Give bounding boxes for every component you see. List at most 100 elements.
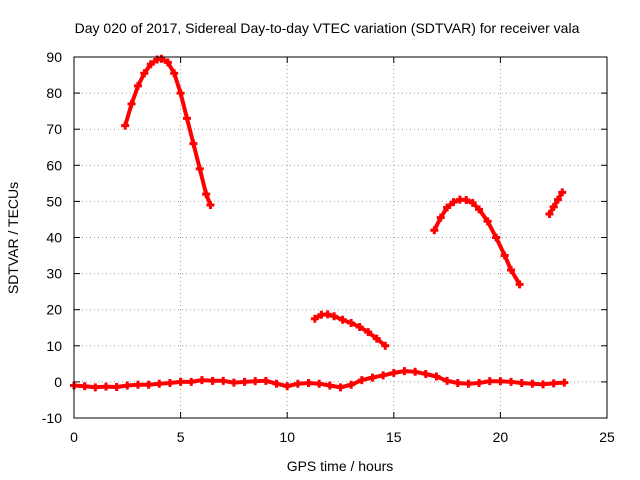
data-point (436, 213, 445, 222)
data-point (449, 198, 458, 207)
series-line (547, 190, 565, 216)
data-point (187, 377, 196, 386)
y-axis-label: SDTVAR / TECUs (5, 182, 21, 294)
data-point (170, 69, 179, 78)
data-point (379, 371, 388, 380)
data-point (462, 195, 471, 204)
data-point (507, 377, 516, 386)
data-point (453, 378, 462, 387)
data-point (549, 202, 558, 211)
data-point (197, 376, 206, 385)
data-point (355, 323, 364, 332)
x-tick-label: 10 (279, 429, 295, 445)
data-point (553, 195, 562, 204)
data-point (101, 382, 110, 391)
data-point (468, 198, 477, 207)
data-point (549, 379, 558, 388)
data-point (558, 188, 567, 197)
data-point (133, 81, 142, 90)
data-point (112, 382, 121, 391)
data-point (229, 378, 238, 387)
data-point (304, 378, 313, 387)
data-point (155, 379, 164, 388)
x-tick-label: 20 (493, 429, 509, 445)
data-point (400, 367, 409, 376)
y-tick-label: 20 (46, 302, 62, 318)
data-point (432, 372, 441, 381)
data-point (208, 376, 217, 385)
data-point (443, 203, 452, 212)
data-point (357, 376, 366, 385)
data-point (80, 382, 89, 391)
x-tick-label: 5 (177, 429, 185, 445)
data-point (315, 379, 324, 388)
y-tick-label: 10 (46, 338, 62, 354)
data-point (443, 376, 452, 385)
y-tick-label: 60 (46, 157, 62, 173)
data-point (133, 380, 142, 389)
y-tick-label: 90 (46, 49, 62, 65)
data-point (240, 377, 249, 386)
data-point (389, 368, 398, 377)
data-point (485, 377, 494, 386)
x-tick-label: 15 (386, 429, 402, 445)
y-tick-label: 40 (46, 230, 62, 246)
data-point (381, 341, 390, 350)
y-tick-label: -10 (42, 410, 62, 426)
chart-title: Day 020 of 2017, Sidereal Day-to-day VTE… (75, 20, 580, 36)
data-point (144, 380, 153, 389)
data-point (368, 373, 377, 382)
data-point (323, 310, 332, 319)
data-point (539, 380, 548, 389)
series-baseline (70, 367, 569, 392)
data-point (372, 334, 381, 343)
data-point (206, 201, 215, 210)
grid-layer (74, 57, 607, 418)
data-point (475, 378, 484, 387)
x-tick-label: 0 (70, 429, 78, 445)
data-point (364, 328, 373, 337)
series-arc-4 (545, 188, 567, 219)
data-point (496, 377, 505, 386)
y-tick-label: 50 (46, 193, 62, 209)
data-point (176, 89, 185, 98)
data-point (411, 367, 420, 376)
y-tick-label: 80 (46, 85, 62, 101)
series-arc-2 (310, 310, 390, 350)
y-tick-label: 0 (54, 374, 62, 390)
data-point (517, 378, 526, 387)
data-point (475, 205, 484, 214)
data-point (483, 217, 492, 226)
data-point (219, 376, 228, 385)
data-point (545, 210, 554, 219)
data-point (127, 99, 136, 108)
data-point (336, 383, 345, 392)
data-point (157, 54, 166, 63)
data-point (430, 226, 439, 235)
data-point (464, 379, 473, 388)
data-point (283, 382, 292, 391)
data-point (121, 121, 130, 130)
data-point (165, 378, 174, 387)
data-point (91, 383, 100, 392)
series-line (432, 197, 522, 287)
x-axis-label: GPS time / hours (287, 458, 394, 474)
plot-frame (73, 56, 608, 419)
data-point (330, 312, 339, 321)
series-layer (70, 54, 569, 392)
data-point (195, 164, 204, 173)
y-tick-label: 30 (46, 266, 62, 282)
ticks-layer: 0 5 10 15 20 25 -10 0 10 20 30 40 50 60 70 80 90 (42, 49, 615, 445)
data-point (261, 376, 270, 385)
data-point (347, 380, 356, 389)
data-point (272, 379, 281, 388)
data-point (507, 265, 516, 274)
x-tick-label: 25 (599, 429, 615, 445)
data-point (146, 60, 155, 69)
data-point (338, 315, 347, 324)
data-point (163, 58, 172, 67)
data-point (421, 369, 430, 378)
series-arc-3 (430, 195, 524, 289)
data-point (560, 378, 569, 387)
